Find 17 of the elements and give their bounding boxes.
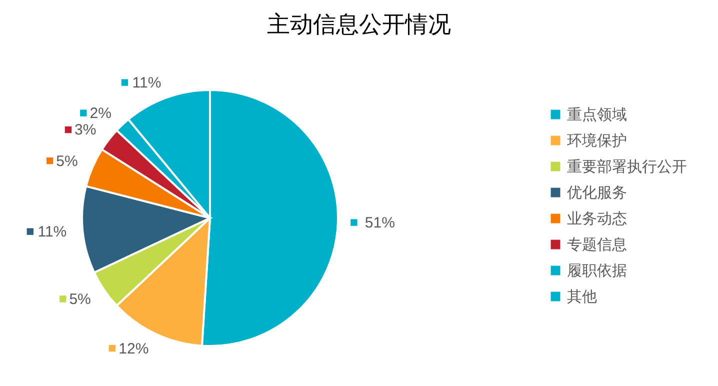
data-label: 3% (74, 122, 96, 139)
data-label: 5% (69, 290, 91, 308)
legend-label: 业务动态 (567, 210, 627, 228)
legend-label: 重要部署执行公开 (567, 158, 687, 176)
legend-label: 履职依据 (567, 262, 627, 280)
legend-label: 重点领域 (567, 106, 627, 124)
legend-label: 优化服务 (567, 184, 627, 202)
data-label: 11% (38, 224, 67, 241)
data-label: 11% (132, 74, 162, 92)
legend-label: 其他 (567, 288, 597, 306)
chart-title: 主动信息公开情况 (267, 11, 451, 37)
data-label: 12% (118, 340, 149, 358)
data-label: 2% (90, 105, 112, 122)
legend-label: 环境保护 (567, 132, 627, 150)
data-label: 5% (56, 152, 78, 170)
legend-label: 专题信息 (567, 236, 627, 254)
data-label: 51% (364, 214, 395, 232)
